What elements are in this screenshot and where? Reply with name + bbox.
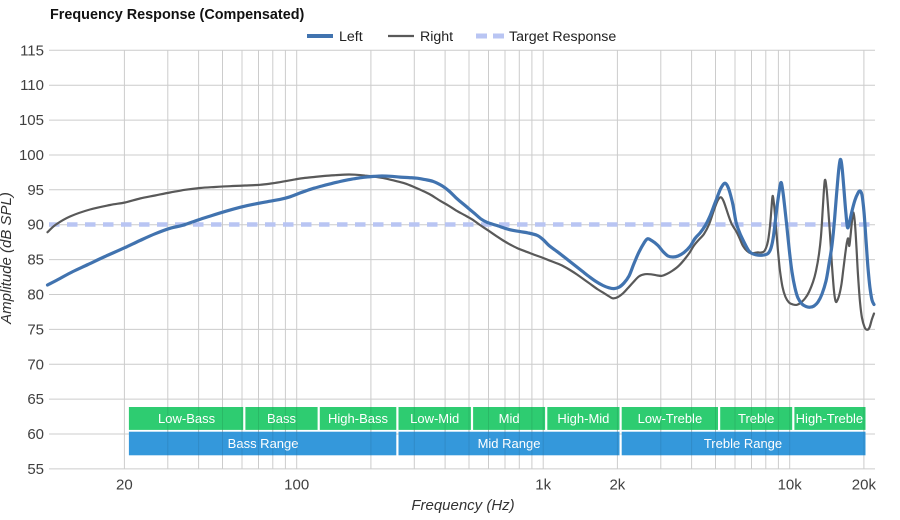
svg-text:20k: 20k (852, 477, 877, 494)
svg-text:Bass Range: Bass Range (228, 436, 299, 451)
svg-text:100: 100 (19, 147, 44, 164)
svg-text:Right: Right (420, 29, 453, 45)
svg-text:High-Treble: High-Treble (796, 411, 863, 426)
svg-text:Mid: Mid (499, 411, 520, 426)
svg-text:2k: 2k (609, 477, 625, 494)
svg-text:Low-Mid: Low-Mid (410, 411, 459, 426)
svg-text:High-Bass: High-Bass (328, 411, 388, 426)
svg-text:95: 95 (27, 182, 44, 199)
svg-text:75: 75 (27, 321, 44, 338)
svg-text:60: 60 (27, 426, 44, 443)
svg-text:Low-Treble: Low-Treble (638, 411, 703, 426)
svg-text:Amplitude (dB SPL): Amplitude (dB SPL) (0, 192, 15, 325)
svg-text:1k: 1k (535, 477, 551, 494)
svg-text:Low-Bass: Low-Bass (158, 411, 216, 426)
svg-text:Bass: Bass (267, 411, 296, 426)
svg-text:85: 85 (27, 252, 44, 269)
svg-text:110: 110 (20, 77, 44, 94)
svg-text:Frequency Response (Compensate: Frequency Response (Compensated) (50, 7, 304, 23)
svg-text:Frequency (Hz): Frequency (Hz) (411, 497, 514, 514)
svg-text:10k: 10k (778, 477, 803, 494)
svg-text:80: 80 (27, 287, 44, 304)
svg-text:90: 90 (27, 217, 44, 234)
svg-text:100: 100 (284, 477, 309, 494)
svg-text:Left: Left (339, 29, 363, 45)
svg-text:Treble Range: Treble Range (704, 436, 782, 451)
svg-text:115: 115 (20, 42, 44, 59)
svg-text:Target Response: Target Response (509, 29, 616, 45)
svg-text:Mid Range: Mid Range (478, 436, 541, 451)
svg-text:105: 105 (19, 112, 44, 129)
svg-text:55: 55 (27, 461, 44, 478)
svg-text:Treble: Treble (738, 411, 774, 426)
svg-text:70: 70 (27, 356, 44, 373)
svg-text:20: 20 (116, 477, 133, 494)
svg-text:65: 65 (27, 391, 44, 408)
svg-text:High-Mid: High-Mid (557, 411, 609, 426)
